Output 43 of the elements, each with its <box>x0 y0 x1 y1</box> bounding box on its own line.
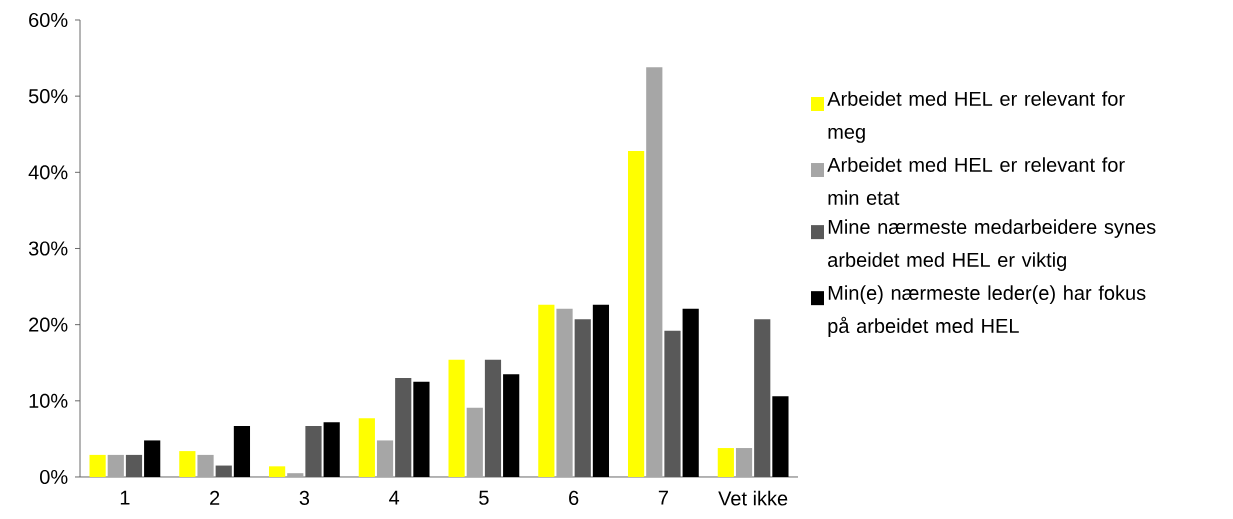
bar <box>376 440 394 477</box>
bar <box>179 451 196 477</box>
bar <box>717 448 734 477</box>
bar <box>89 454 106 477</box>
legend-label: Mine nærmeste medarbeidere synes arbeidet med HEL er viktig <box>828 219 1156 271</box>
bar <box>144 440 161 477</box>
bar <box>413 381 430 477</box>
x-tick-label: 6 <box>569 490 579 506</box>
y-tick-label: 20% <box>29 317 68 332</box>
y-tick-label: 40% <box>28 165 68 180</box>
y-tick-label: 50% <box>28 89 68 104</box>
bar <box>107 454 124 477</box>
legend-label: Arbeidet med HEL er relevant for min etat <box>827 157 1125 205</box>
y-tick-label: 0% <box>40 469 68 485</box>
bar <box>772 396 789 477</box>
y-tick-label: 10% <box>29 393 68 408</box>
bar <box>287 473 304 477</box>
bar <box>503 374 520 477</box>
bar <box>592 304 610 477</box>
bar <box>466 407 483 477</box>
bar <box>646 67 663 477</box>
x-tick-label: 1 <box>120 490 130 505</box>
bar <box>538 304 555 477</box>
bar <box>556 308 573 477</box>
bar <box>323 422 340 477</box>
bar <box>358 418 375 477</box>
bar <box>197 454 214 477</box>
y-tick-label: 30% <box>28 241 68 256</box>
bar <box>269 466 286 477</box>
x-tick-label: 3 <box>299 490 310 506</box>
bar <box>448 359 465 477</box>
x-tick-label: 5 <box>479 490 489 505</box>
x-tick-label: Vet ikke <box>718 490 788 506</box>
x-tick-label: 2 <box>210 490 220 505</box>
bar <box>682 308 699 477</box>
x-tick-label: 4 <box>389 490 400 505</box>
bar <box>628 150 645 477</box>
y-tick-label: 60% <box>29 12 68 28</box>
legend-label: Min(e) nærmeste leder(e) har fokus på arbeidet med HEL <box>828 285 1146 337</box>
legend-label: Arbeidet med HEL er relevant for meg <box>827 91 1125 143</box>
bar <box>233 425 251 477</box>
bar <box>735 448 753 477</box>
x-tick-label: 7 <box>658 490 668 505</box>
